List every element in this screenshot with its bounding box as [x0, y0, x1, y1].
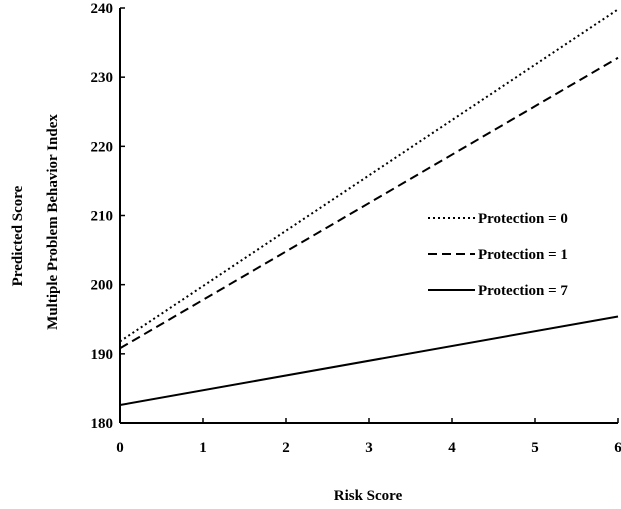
x-tick-label: 1	[199, 440, 207, 456]
y-tick-label: 220	[91, 139, 114, 155]
x-tick-label: 3	[365, 440, 373, 456]
legend: Protection = 0 Protection = 1 Protection =…	[428, 211, 568, 299]
legend-label-0: Protection = 0	[478, 211, 568, 227]
legend-label-2: Protection = 7	[478, 283, 568, 299]
series-lines	[119, 8, 619, 407]
y-tick-label: 190	[91, 347, 114, 363]
y-tick-label: 230	[91, 70, 114, 86]
y-tick-label: 210	[91, 209, 114, 225]
y-tick-label: 200	[91, 278, 114, 294]
y-axis-title-line2: Multiple Problem Behavior Index	[45, 114, 61, 330]
x-tick-label: 0	[116, 440, 124, 456]
y-axis-title-line1: Predicted Score	[10, 185, 26, 286]
x-tick-label: 4	[448, 440, 456, 456]
y-tick-label: 240	[91, 1, 114, 17]
series-line-2	[119, 315, 619, 407]
y-axis-ticks: 180 190 200 210 220 230 240	[91, 1, 125, 432]
x-axis-ticks: 0 1 2 3 4 5 6	[116, 418, 621, 456]
x-tick-label: 5	[531, 440, 539, 456]
x-axis-title: Risk Score	[334, 488, 403, 504]
series-line-1	[119, 56, 619, 350]
y-tick-label: 180	[91, 416, 114, 432]
x-tick-label: 2	[282, 440, 290, 456]
legend-label-1: Protection = 1	[478, 247, 568, 263]
x-tick-label: 6	[614, 440, 621, 456]
